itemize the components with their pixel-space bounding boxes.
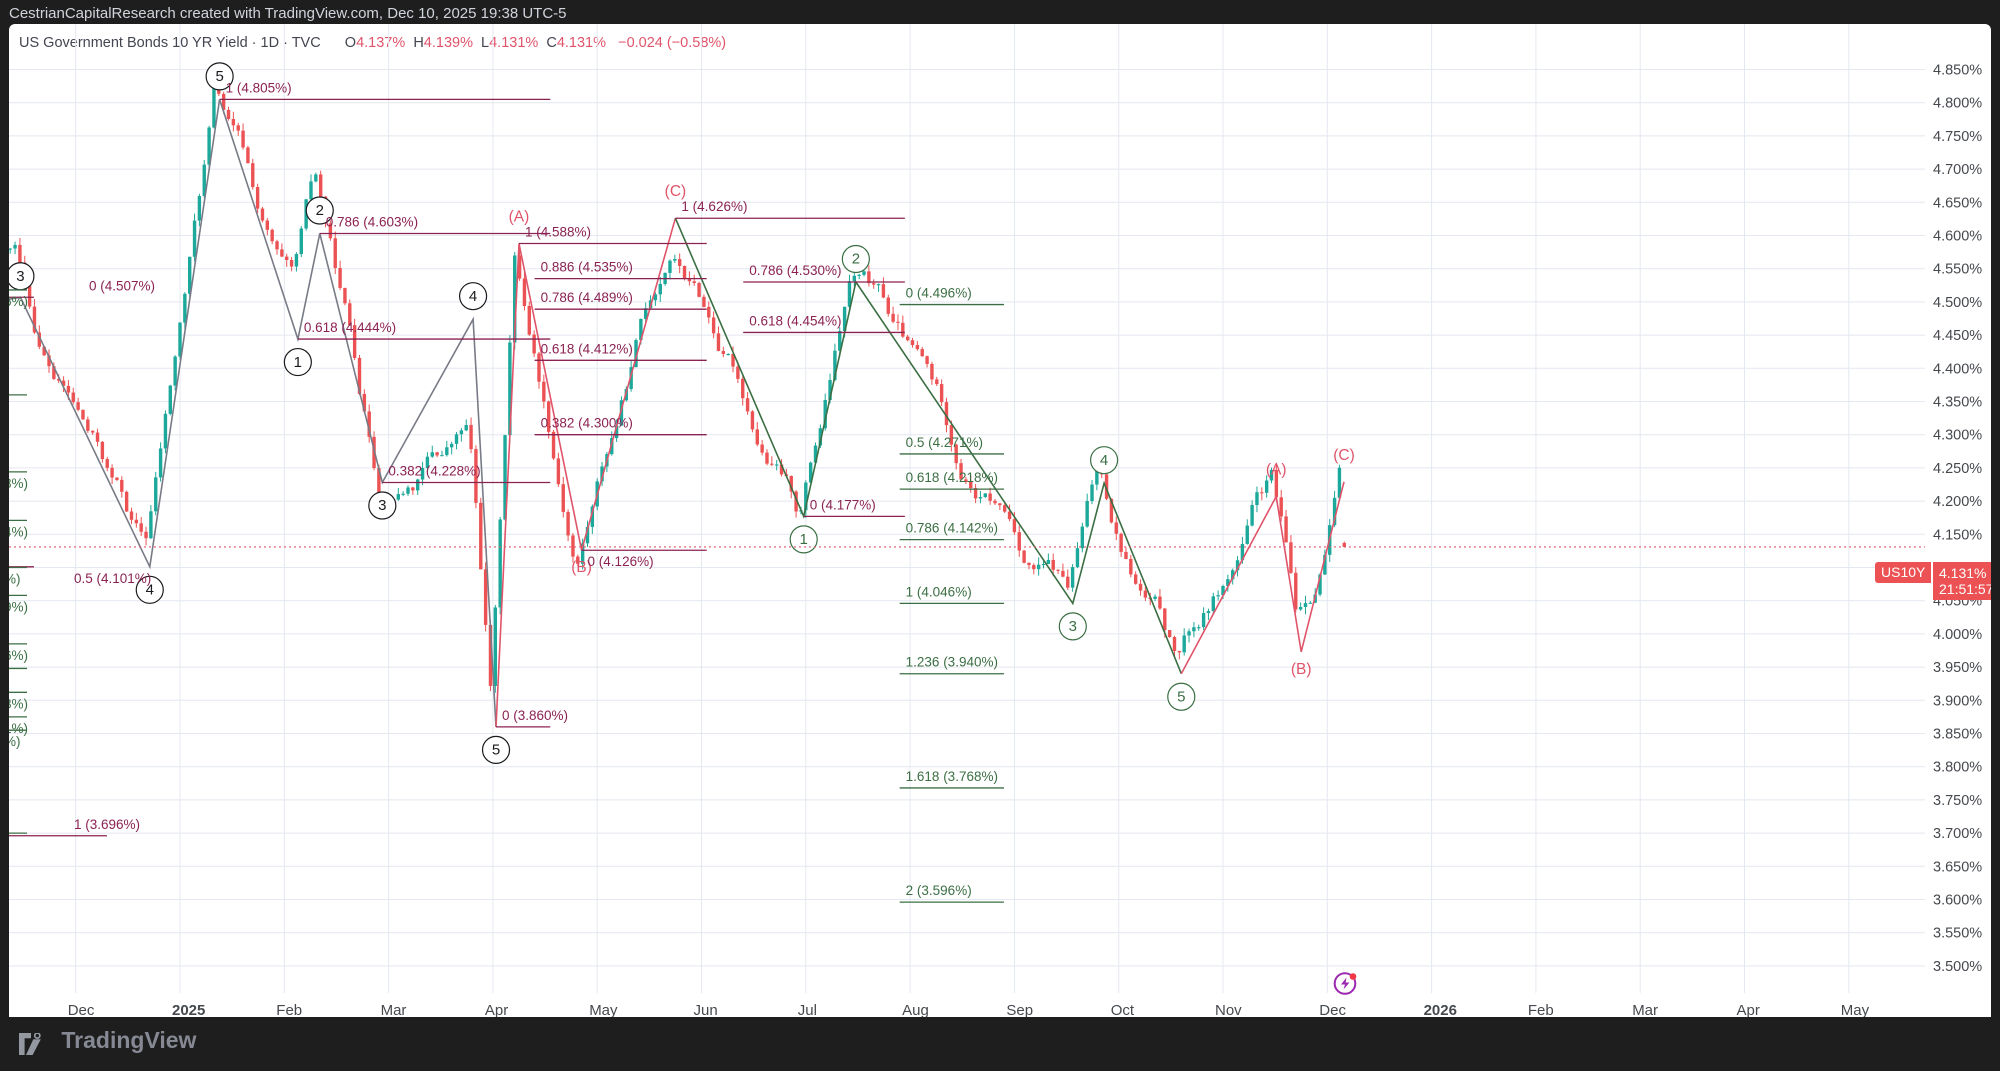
svg-text:3.750%: 3.750% — [1933, 793, 1982, 809]
svg-text:(A): (A) — [509, 208, 530, 225]
svg-text:5: 5 — [492, 742, 500, 759]
svg-text:5: 5 — [215, 68, 223, 85]
svg-text:3.950%: 3.950% — [1933, 660, 1982, 676]
svg-text:(A): (A) — [1266, 461, 1287, 478]
svg-text:4.000%: 4.000% — [1933, 627, 1982, 643]
svg-text:Aug: Aug — [902, 1002, 929, 1017]
svg-text:Nov: Nov — [1215, 1002, 1242, 1017]
svg-text:(C): (C) — [1333, 447, 1355, 464]
svg-text:(B): (B) — [1291, 661, 1312, 678]
svg-text:4%): 4%) — [9, 524, 28, 539]
svg-text:%): %) — [9, 734, 21, 749]
svg-text:2: 2 — [316, 202, 324, 219]
svg-text:4: 4 — [1100, 452, 1108, 469]
svg-text:Mar: Mar — [1632, 1002, 1658, 1017]
svg-text:3.900%: 3.900% — [1933, 693, 1982, 709]
svg-text:1: 1 — [800, 531, 808, 548]
svg-text:Jun: Jun — [694, 1002, 718, 1017]
svg-text:3: 3 — [1069, 618, 1077, 635]
svg-text:Feb: Feb — [276, 1002, 302, 1017]
svg-text:3.550%: 3.550% — [1933, 926, 1982, 942]
svg-text:0 (4.496%): 0 (4.496%) — [906, 286, 972, 301]
svg-text:0.618 (4.454%): 0.618 (4.454%) — [749, 313, 841, 328]
svg-text:%): %) — [9, 572, 21, 587]
svg-text:4.400%: 4.400% — [1933, 361, 1982, 377]
svg-text:2 (3.596%): 2 (3.596%) — [906, 883, 972, 898]
svg-text:0.886 (4.535%): 0.886 (4.535%) — [541, 260, 633, 275]
svg-text:6%): 6%) — [9, 648, 28, 663]
svg-text:4.150%: 4.150% — [1933, 527, 1982, 543]
svg-text:Oct: Oct — [1111, 1002, 1135, 1017]
svg-text:0 (4.507%): 0 (4.507%) — [89, 278, 155, 293]
svg-text:2026: 2026 — [1424, 1002, 1457, 1017]
svg-text:4.650%: 4.650% — [1933, 195, 1982, 211]
svg-text:1.236 (3.940%): 1.236 (3.940%) — [906, 655, 998, 670]
svg-text:4.550%: 4.550% — [1933, 262, 1982, 278]
svg-text:4.600%: 4.600% — [1933, 229, 1982, 245]
svg-text:0.618 (4.444%): 0.618 (4.444%) — [304, 320, 396, 335]
svg-text:Dec: Dec — [1319, 1002, 1346, 1017]
svg-text:5: 5 — [1177, 688, 1185, 705]
svg-text:0.618 (4.218%): 0.618 (4.218%) — [906, 470, 998, 485]
svg-text:4: 4 — [469, 288, 477, 305]
svg-text:8%): 8%) — [9, 476, 28, 491]
svg-text:3: 3 — [378, 497, 386, 514]
svg-text:Jul: Jul — [798, 1002, 817, 1017]
svg-text:8%): 8%) — [9, 696, 28, 711]
svg-text:1 (3.696%): 1 (3.696%) — [74, 817, 140, 832]
svg-text:4.750%: 4.750% — [1933, 129, 1982, 145]
svg-text:Mar: Mar — [381, 1002, 407, 1017]
svg-text:3.500%: 3.500% — [1933, 959, 1982, 975]
svg-text:0.618 (4.412%): 0.618 (4.412%) — [541, 341, 633, 356]
svg-text:Apr: Apr — [1737, 1002, 1760, 1017]
svg-text:4.850%: 4.850% — [1933, 63, 1982, 79]
svg-text:1 (4.626%): 1 (4.626%) — [681, 199, 747, 214]
svg-text:0 (3.860%): 0 (3.860%) — [502, 708, 568, 723]
svg-text:4.700%: 4.700% — [1933, 162, 1982, 178]
svg-text:3.850%: 3.850% — [1933, 727, 1982, 743]
svg-text:2025: 2025 — [172, 1002, 205, 1017]
svg-text:3: 3 — [16, 268, 24, 285]
svg-text:4.500%: 4.500% — [1933, 295, 1982, 311]
svg-text:4.250%: 4.250% — [1933, 461, 1982, 477]
svg-text:(C): (C) — [665, 183, 687, 200]
svg-text:0 (4.126%): 0 (4.126%) — [588, 554, 654, 569]
svg-text:3.650%: 3.650% — [1933, 859, 1982, 875]
svg-text:1 (4.588%): 1 (4.588%) — [525, 224, 591, 239]
svg-text:3.700%: 3.700% — [1933, 826, 1982, 842]
svg-text:0.382 (4.228%): 0.382 (4.228%) — [388, 464, 480, 479]
svg-text:0.786 (4.530%): 0.786 (4.530%) — [749, 263, 841, 278]
svg-text:1.618 (3.768%): 1.618 (3.768%) — [906, 769, 998, 784]
svg-text:May: May — [589, 1002, 618, 1017]
svg-text:4.450%: 4.450% — [1933, 328, 1982, 344]
svg-text:1 (4.046%): 1 (4.046%) — [906, 584, 972, 599]
svg-text:9%): 9%) — [9, 599, 28, 614]
svg-text:3.600%: 3.600% — [1933, 893, 1982, 909]
svg-text:Apr: Apr — [485, 1002, 508, 1017]
svg-text:4.350%: 4.350% — [1933, 395, 1982, 411]
svg-text:0.786 (4.489%): 0.786 (4.489%) — [541, 290, 633, 305]
svg-text:0 (4.177%): 0 (4.177%) — [810, 497, 876, 512]
svg-text:1 (4.805%): 1 (4.805%) — [226, 80, 292, 95]
svg-text:4.300%: 4.300% — [1933, 428, 1982, 444]
svg-text:Dec: Dec — [68, 1002, 95, 1017]
svg-text:3.800%: 3.800% — [1933, 760, 1982, 776]
svg-text:0.5 (4.101%): 0.5 (4.101%) — [74, 571, 151, 586]
svg-text:4.200%: 4.200% — [1933, 494, 1982, 510]
svg-text:6%): 6%) — [9, 294, 28, 309]
svg-text:4.800%: 4.800% — [1933, 96, 1982, 112]
svg-text:0.5 (4.271%): 0.5 (4.271%) — [906, 435, 983, 450]
svg-text:May: May — [1841, 1002, 1870, 1017]
svg-text:0.786 (4.142%): 0.786 (4.142%) — [906, 521, 998, 536]
svg-text:0.786 (4.603%): 0.786 (4.603%) — [326, 215, 418, 230]
svg-text:2: 2 — [852, 251, 860, 268]
svg-text:1: 1 — [294, 354, 302, 371]
svg-text:Sep: Sep — [1006, 1002, 1033, 1017]
svg-text:Feb: Feb — [1528, 1002, 1554, 1017]
svg-text:0.382 (4.300%): 0.382 (4.300%) — [541, 416, 633, 431]
